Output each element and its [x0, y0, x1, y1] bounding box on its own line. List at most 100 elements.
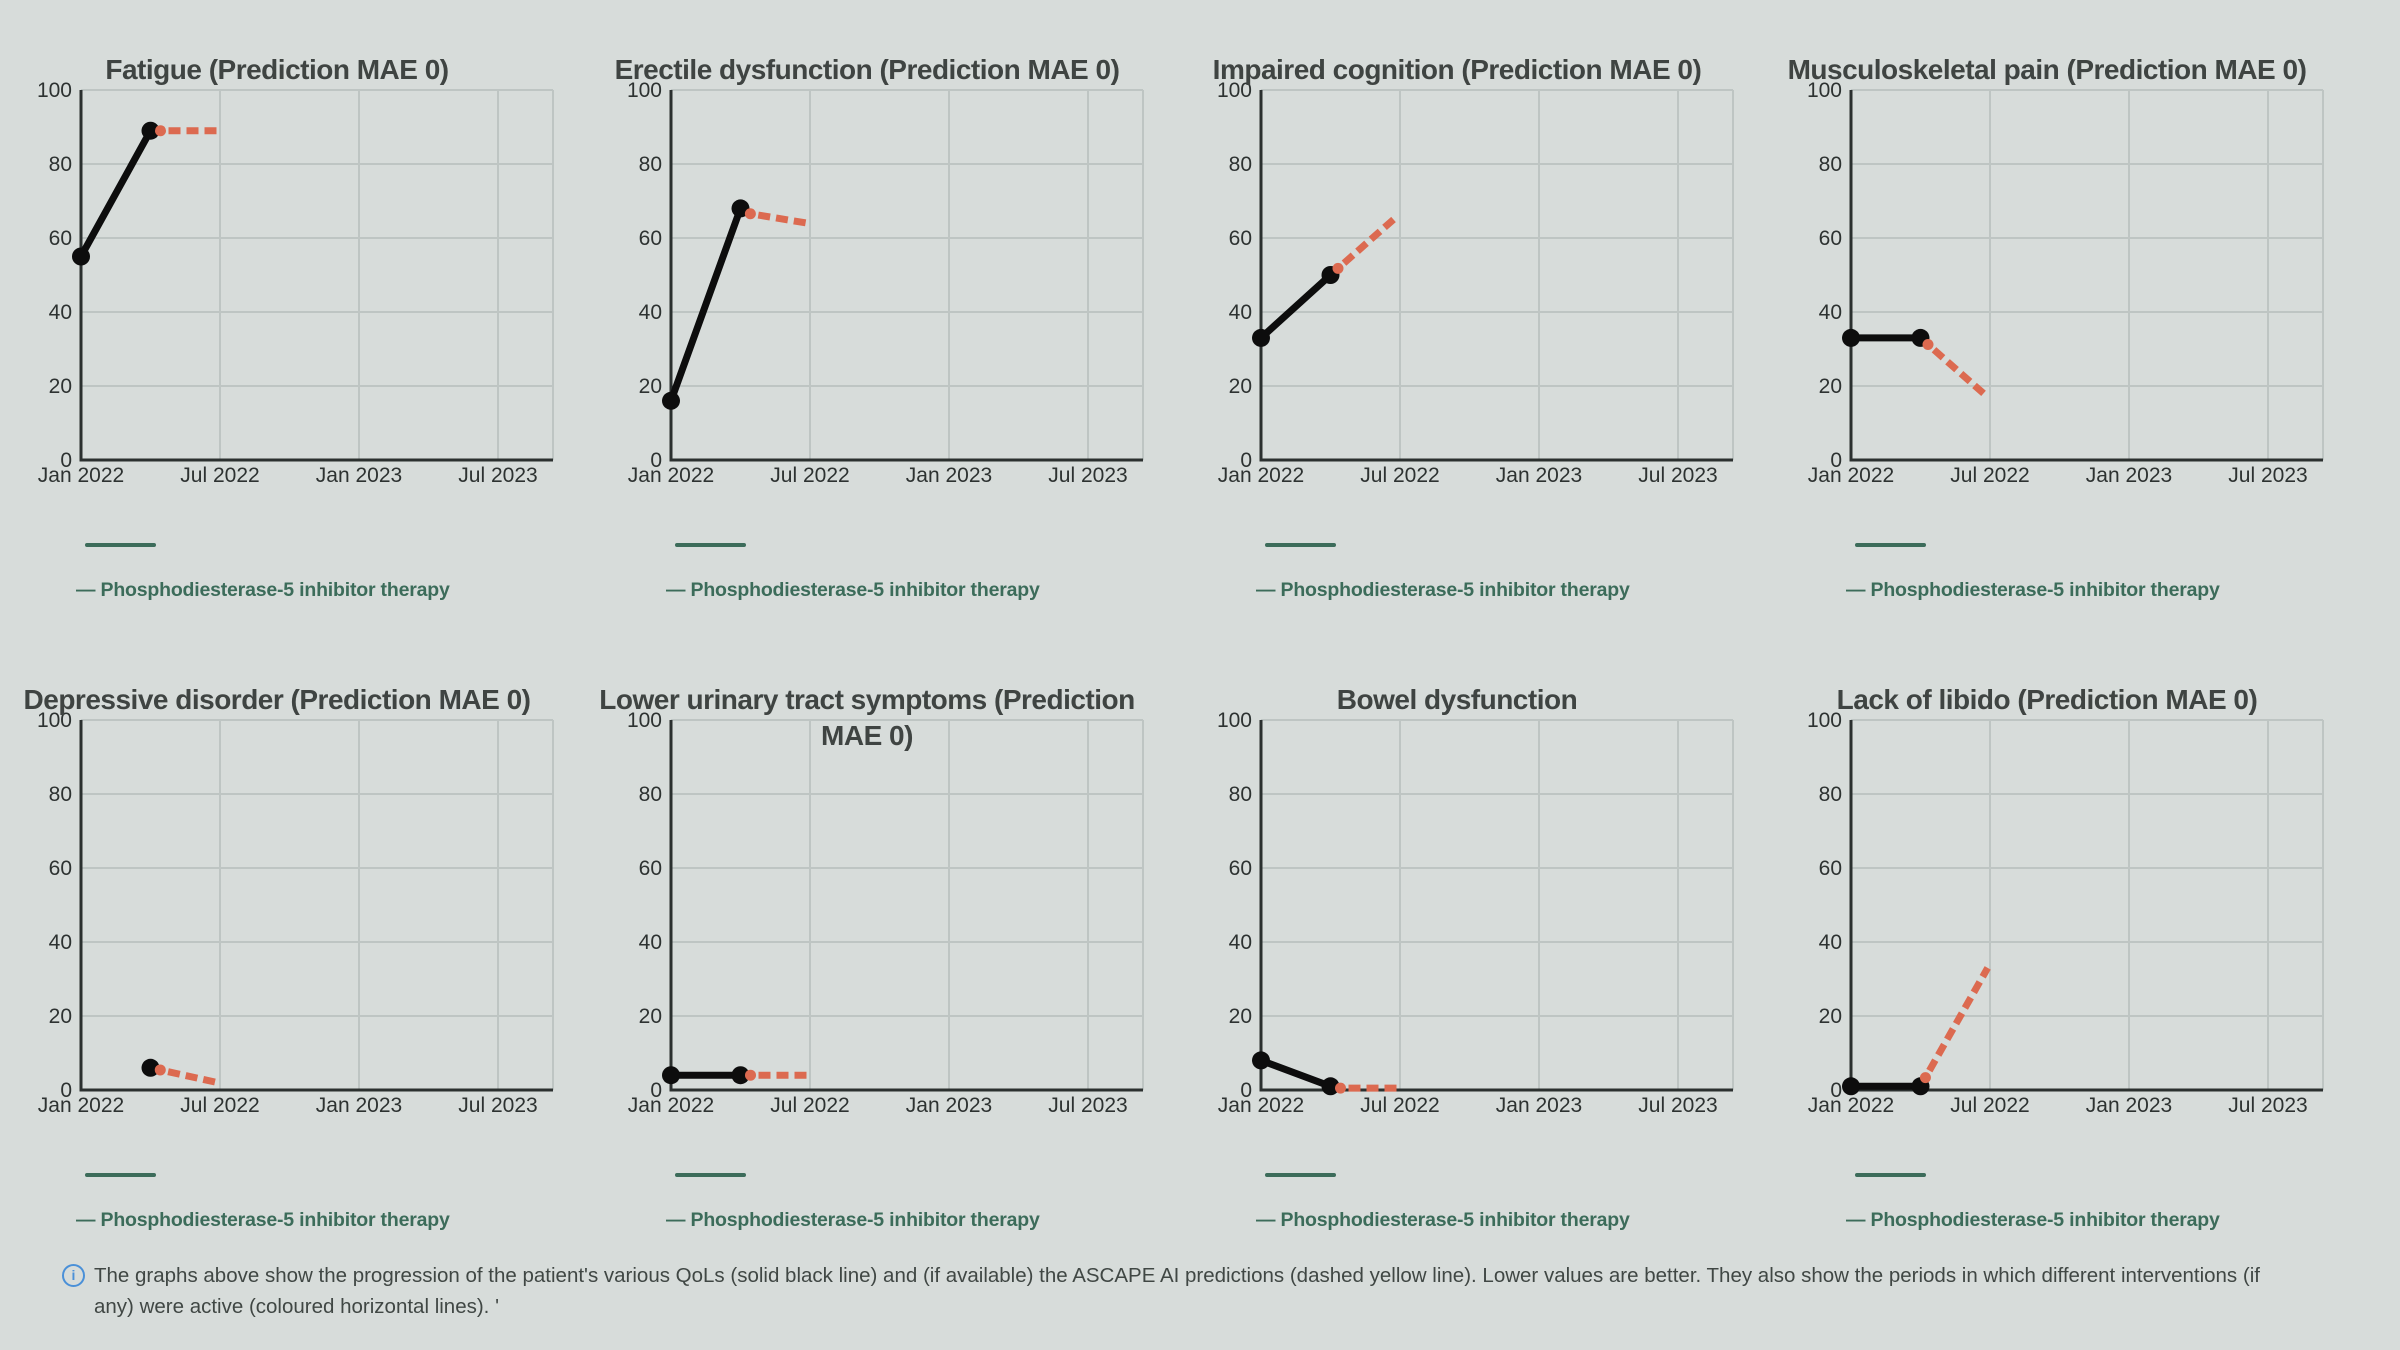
- y-axis-tick-label: 60: [1819, 227, 1842, 250]
- x-axis-tick-label: Jul 2022: [1360, 1094, 1439, 1117]
- x-axis-tick-label: Jan 2023: [906, 464, 992, 487]
- qol-actual-line: [77, 127, 155, 260]
- qol-actual-line: [1257, 271, 1335, 342]
- y-axis-tick-label: 40: [49, 931, 72, 954]
- x-axis-tick-label: Jul 2022: [1950, 1094, 2029, 1117]
- y-axis-tick-label: 40: [49, 301, 72, 324]
- x-axis-tick-label: Jan 2023: [316, 1094, 402, 1117]
- y-axis-tick-label: 0: [1240, 449, 1252, 472]
- chart-title: Fatigue (Prediction MAE 0): [105, 54, 449, 85]
- chart-title: Impaired cognition (Prediction MAE 0): [1212, 54, 1702, 85]
- x-axis-tick-label: Jul 2022: [770, 464, 849, 487]
- data-point-marker: [662, 1066, 680, 1085]
- intervention-period-line: [1265, 543, 1336, 547]
- x-axis-tick-label: Jul 2022: [1950, 464, 2029, 487]
- y-axis-tick-label: 40: [639, 931, 662, 954]
- x-axis-tick-label: Jan 2022: [38, 464, 124, 487]
- y-axis-tick-label: 100: [1807, 79, 1842, 102]
- data-point-marker: [1321, 1077, 1340, 1096]
- prediction-start-dot: [1922, 339, 1934, 351]
- y-axis-tick-label: 60: [49, 857, 72, 880]
- prediction-start-dot: [1332, 262, 1344, 274]
- chart-plot: 0 20 40 60 80 100 Jan 2022 Jul 2022 Jan 2023 Jul …: [1217, 709, 1734, 1117]
- y-axis-tick-label: 20: [1229, 1005, 1252, 1028]
- y-axis-tick-label: 0: [1240, 1079, 1252, 1102]
- chart-title: Depressive disorder (Prediction MAE 0): [23, 684, 531, 715]
- x-axis-tick-label: Jul 2023: [1638, 1094, 1717, 1117]
- axis-lines: [1259, 90, 1733, 462]
- y-axis-tick-label: 80: [49, 153, 72, 176]
- y-axis-tick-label: 0: [60, 449, 72, 472]
- chart-plot: 0 20 40 60 80 100 Jan 2022 Jul 2022 Jan 2023 Jul …: [1217, 79, 1734, 487]
- chart-cell-lack-of-libido: Lack of libido (Prediction MAE 0) 0 20 40 6…: [1770, 630, 2360, 1260]
- y-axis-tick-label: 60: [639, 857, 662, 880]
- intervention-period-line: [85, 1173, 156, 1177]
- legend-label: — Phosphodiesterase-5 inhibitor therapy: [76, 579, 450, 601]
- prediction-dashed-line: [1918, 335, 1990, 400]
- chart-title: Lack of libido (Prediction MAE 0): [1836, 684, 2258, 715]
- x-axis-tick-label: Jul 2023: [2228, 1094, 2307, 1117]
- legend-label: — Phosphodiesterase-5 inhibitor therapy: [1256, 579, 1630, 601]
- chart-cell-bowel-dysfunction: Bowel dysfunction 0 20 40 60 80 100 Jan 2022 Ju…: [1180, 630, 1770, 1260]
- data-point-marker: [662, 391, 680, 410]
- chart-plot: 0 20 40 60 80 100 Jan 2022 Jul 2022 Jan 2023 Jul …: [1807, 79, 2324, 487]
- chart-plot: 0 20 40 60 80 100 Jan 2022 Jul 2022 Jan 2023 Jul …: [627, 709, 1144, 1117]
- y-axis-tick-label: 100: [37, 709, 72, 732]
- x-axis-tick-label: Jul 2023: [2228, 464, 2307, 487]
- data-point-marker: [141, 121, 160, 140]
- y-axis-tick-label: 60: [49, 227, 72, 250]
- y-axis-tick-label: 0: [1830, 449, 1842, 472]
- y-axis-tick-label: 60: [639, 227, 662, 250]
- x-axis-tick-label: Jan 2023: [1496, 1094, 1582, 1117]
- x-axis-tick-label: Jan 2022: [38, 1094, 124, 1117]
- x-axis-tick-label: Jan 2023: [316, 464, 402, 487]
- y-axis-tick-label: 0: [60, 1079, 72, 1102]
- data-point-marker: [1842, 328, 1860, 347]
- y-axis-tick-label: 20: [639, 375, 662, 398]
- chart-cell-depressive-disorder: Depressive disorder (Prediction MAE 0) 0…: [0, 630, 590, 1260]
- data-point-marker: [141, 1058, 160, 1077]
- x-axis-tick-label: Jan 2023: [2086, 464, 2172, 487]
- legend-label: — Phosphodiesterase-5 inhibitor therapy: [1256, 1209, 1630, 1231]
- y-axis-tick-label: 100: [1217, 709, 1252, 732]
- x-axis-tick-label: Jan 2022: [1808, 1094, 1894, 1117]
- footer-note-text: The graphs above show the progression of…: [94, 1264, 2260, 1318]
- info-icon: i: [62, 1264, 85, 1287]
- y-axis-tick-label: 20: [49, 375, 72, 398]
- axis-lines: [79, 90, 553, 462]
- y-axis-tick-label: 40: [1229, 301, 1252, 324]
- y-axis-tick-label: 100: [37, 79, 72, 102]
- data-point-marker: [1842, 1077, 1860, 1096]
- x-axis-tick-label: Jul 2022: [180, 1094, 259, 1117]
- y-axis-tick-label: 20: [1819, 375, 1842, 398]
- x-axis-tick-label: Jan 2022: [628, 1094, 714, 1117]
- y-axis-tick-label: 80: [1819, 153, 1842, 176]
- y-axis-tick-label: 40: [1819, 931, 1842, 954]
- x-axis-tick-label: Jul 2023: [458, 464, 537, 487]
- y-axis-tick-label: 100: [627, 709, 662, 732]
- intervention-period-line: [85, 543, 156, 547]
- y-axis-tick-label: 0: [650, 449, 662, 472]
- x-axis-tick-label: Jan 2023: [2086, 1094, 2172, 1117]
- y-axis-tick-label: 80: [639, 783, 662, 806]
- y-axis-tick-label: 20: [639, 1005, 662, 1028]
- axis-lines: [1849, 90, 2323, 462]
- chart-plot: 0 20 40 60 80 100 Jan 2022 Jul 2022 Jan 2023 Jul …: [627, 79, 1144, 487]
- x-axis-tick-label: Jan 2022: [1218, 464, 1304, 487]
- y-axis-tick-label: 80: [49, 783, 72, 806]
- axis-lines: [669, 90, 1143, 462]
- y-axis-tick-label: 80: [1819, 783, 1842, 806]
- y-axis-tick-label: 80: [1229, 153, 1252, 176]
- prediction-start-dot: [745, 1069, 757, 1081]
- prediction-start-dot: [744, 208, 756, 220]
- intervention-period-line: [1855, 543, 1926, 547]
- legend-label: — Phosphodiesterase-5 inhibitor therapy: [666, 1209, 1040, 1231]
- chart-plot: 0 20 40 60 80 100 Jan 2022 Jul 2022 Jan 2023 Jul …: [37, 79, 554, 487]
- y-axis-tick-label: 20: [1819, 1005, 1842, 1028]
- intervention-period-line: [675, 1173, 746, 1177]
- x-axis-tick-label: Jan 2023: [906, 1094, 992, 1117]
- y-axis-tick-label: 0: [1830, 1079, 1842, 1102]
- y-axis-tick-label: 80: [639, 153, 662, 176]
- qol-actual-line: [667, 204, 745, 405]
